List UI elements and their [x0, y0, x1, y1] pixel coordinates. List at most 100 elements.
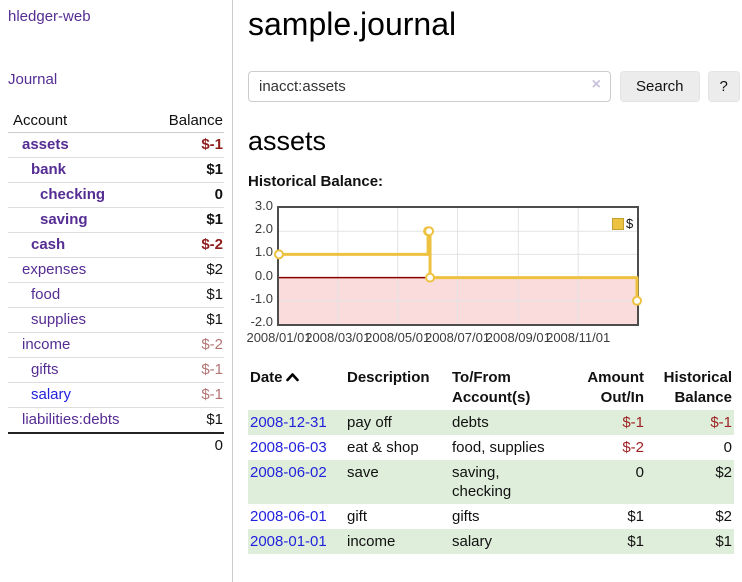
y-axis-label: -2.0 — [250, 314, 273, 329]
transaction-amount: $1 — [627, 508, 644, 525]
account-row: cash $-2 — [8, 232, 224, 258]
sidebar-account-link[interactable]: liabilities:debts — [22, 411, 120, 428]
sidebar-account-link[interactable]: saving — [40, 211, 88, 228]
legend-swatch-icon — [612, 217, 624, 230]
account-balance: $1 — [206, 161, 223, 178]
sidebar-item-journal[interactable]: Journal — [8, 71, 58, 88]
account-heading: assets — [248, 126, 327, 156]
transaction-description: eat & shop — [347, 439, 419, 456]
transaction-accounts: saving, checking — [452, 464, 512, 500]
transaction-amount: $-1 — [622, 414, 644, 431]
transaction-amount: $-2 — [622, 439, 644, 456]
clear-search-icon[interactable]: × — [591, 76, 601, 93]
transaction-amount: $1 — [627, 533, 644, 550]
transaction-date-link[interactable]: 2008-06-02 — [250, 464, 327, 481]
historical-balance-chart: 3.0 2.0 1.0 0.0 -1.0 -2.0 2008/01/01 2008/03/01… — [246, 198, 648, 349]
account-row: checking 0 — [8, 182, 224, 208]
sidebar-account-link[interactable]: food — [31, 286, 61, 303]
account-balance: $-2 — [201, 236, 223, 253]
account-balance: $-1 — [201, 361, 223, 378]
transaction-accounts: food, supplies — [452, 439, 545, 456]
sidebar-account-link[interactable]: assets — [22, 136, 69, 153]
register-row: 2008-12-31 pay off debts $-1 $-1 — [248, 410, 734, 435]
sidebar-account-link[interactable]: supplies — [31, 311, 87, 328]
account-row: salary $-1 — [8, 382, 224, 408]
sidebar-account-link[interactable]: bank — [31, 161, 67, 178]
register-row: 2008-01-01 income salary $1 $1 — [248, 529, 734, 554]
account-balance: $-1 — [201, 136, 223, 153]
transaction-date-link[interactable]: 2008-12-31 — [250, 414, 327, 431]
column-header-accounts: To/From Account(s) — [452, 369, 531, 406]
data-point-marker — [424, 226, 435, 237]
transaction-date-link[interactable]: 2008-01-01 — [250, 533, 327, 550]
account-balance: $-1 — [201, 386, 223, 403]
page-title: sample.journal — [248, 6, 457, 42]
y-axis-label: 2.0 — [254, 221, 273, 237]
account-row: saving $1 — [8, 207, 224, 233]
transaction-balance: $2 — [715, 464, 732, 481]
transaction-description: pay off — [347, 414, 392, 431]
x-axis-label: 2008/07/01 — [424, 330, 491, 345]
account-balance: $-2 — [201, 336, 223, 353]
data-point-marker — [632, 295, 642, 306]
account-balance: $1 — [206, 286, 223, 303]
sidebar-account-link[interactable]: checking — [40, 186, 106, 203]
accounts-table: Account Balance assets $-1 bank $1 check… — [8, 109, 224, 458]
account-balance: $1 — [206, 211, 223, 228]
account-row: gifts $-1 — [8, 357, 224, 383]
accounts-total-row: 0 — [8, 432, 224, 458]
account-balance: $1 — [206, 311, 223, 328]
search-input[interactable] — [248, 71, 611, 102]
transaction-description: income — [347, 533, 396, 550]
transaction-date-link[interactable]: 2008-06-03 — [250, 439, 327, 456]
sidebar-account-link[interactable]: gifts — [31, 361, 59, 378]
account-row: expenses $2 — [8, 257, 224, 283]
y-axis-label: 3.0 — [254, 198, 273, 213]
account-row: food $1 — [8, 282, 224, 308]
transaction-amount: 0 — [635, 464, 644, 481]
sidebar: hledger-web Journal Account Balance asse… — [0, 0, 233, 582]
chart-plot-area[interactable] — [274, 206, 642, 326]
x-axis-label: 2008/01/01 — [246, 330, 312, 345]
sidebar-account-link[interactable]: expenses — [22, 261, 87, 278]
chart-legend: $ — [612, 216, 633, 231]
legend-label: $ — [626, 216, 634, 231]
account-row: assets $-1 — [8, 133, 224, 158]
account-row: income $-2 — [8, 332, 224, 358]
account-balance: $1 — [206, 411, 223, 428]
app-title-link[interactable]: hledger-web — [8, 8, 91, 25]
y-axis-label: 0.0 — [254, 267, 273, 283]
sort-ascending-icon — [285, 373, 299, 382]
register-row: 2008-06-01 gift gifts $1 $2 — [248, 504, 734, 529]
transaction-date-link[interactable]: 2008-06-01 — [250, 508, 327, 525]
column-header-description: Description — [347, 369, 430, 386]
transaction-description: gift — [347, 508, 368, 525]
sidebar-account-link[interactable]: income — [22, 336, 71, 353]
account-row: supplies $1 — [8, 307, 224, 333]
main-content: sample.journal × Search ? assets Histori… — [234, 0, 742, 554]
x-axis-label: 2008/05/01 — [365, 330, 431, 345]
column-header-balance: Historical Balance — [663, 369, 732, 406]
x-axis-label: 2008/09/01 — [485, 330, 551, 345]
help-button[interactable]: ? — [707, 71, 740, 102]
register-row: 2008-06-02 save saving, checking 0 $2 — [248, 460, 734, 504]
accounts-total-value: 0 — [152, 432, 224, 458]
y-axis-label: -1.0 — [250, 290, 273, 306]
transaction-balance: $2 — [715, 508, 732, 525]
x-axis-label: 2008/11/01 — [546, 330, 611, 345]
accounts-header-balance: Balance — [152, 109, 224, 133]
transaction-balance: $-1 — [710, 414, 732, 431]
accounts-header-account: Account — [8, 109, 153, 133]
transaction-description: save — [347, 464, 379, 481]
sidebar-account-link[interactable]: cash — [31, 236, 66, 253]
sidebar-account-link[interactable]: salary — [31, 386, 72, 403]
transaction-accounts: debts — [452, 414, 489, 431]
column-header-date[interactable]: Date — [248, 366, 345, 410]
x-axis-label: 2008/03/01 — [305, 330, 371, 345]
column-header-amount: Amount Out/In — [587, 369, 644, 406]
data-point-marker — [274, 249, 284, 260]
search-button[interactable]: Search — [620, 71, 700, 102]
chart-title: Historical Balance: — [248, 173, 384, 190]
account-balance: 0 — [214, 186, 223, 203]
y-axis-label: 1.0 — [254, 244, 273, 260]
